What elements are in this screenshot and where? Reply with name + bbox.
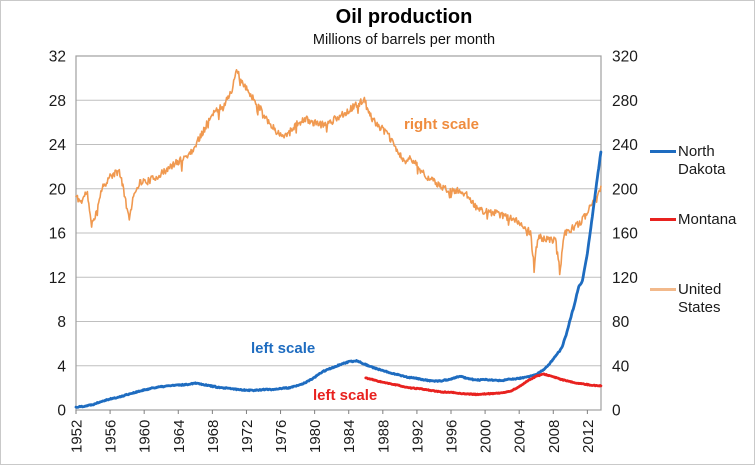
legend-item-united-states: United States [650, 281, 752, 317]
left-axis-tick-label: 32 [49, 49, 66, 66]
legend: North Dakota Montana United States [650, 1, 754, 464]
left-axis-tick-label: 4 [57, 358, 66, 375]
annotation-right-scale: right scale [404, 116, 480, 133]
series-line-montana [364, 372, 603, 397]
left-axis-tick-label: 28 [49, 93, 66, 110]
x-axis-tick-label: 1988 [375, 420, 392, 453]
x-axis-tick-label: 2008 [546, 420, 563, 453]
left-axis-tick-label: 20 [49, 181, 67, 198]
series-line-united-states [75, 69, 602, 276]
right-axis-tick-label: 80 [612, 314, 630, 331]
x-axis-tick-label: 1984 [341, 420, 358, 453]
left-axis-tick-label: 0 [57, 403, 66, 420]
right-axis-tick-label: 120 [612, 270, 638, 287]
chart-subtitle: Millions of barrels per month [312, 32, 496, 48]
legend-line-north-dakota-icon [650, 150, 676, 153]
right-axis-tick-label: 320 [612, 49, 638, 66]
annotation-left-scale-north-dakota: left scale [251, 340, 316, 357]
x-axis-tick-label: 1968 [205, 420, 222, 453]
left-axis-tick-label: 16 [49, 226, 66, 243]
x-axis-tick-label: 1972 [239, 420, 256, 453]
x-axis-tick-label: 1964 [171, 420, 188, 453]
legend-label: United States [678, 281, 722, 316]
x-axis-tick-label: 2004 [512, 420, 529, 453]
right-axis-tick-label: 40 [612, 358, 630, 375]
x-axis-tick-label: 1960 [137, 420, 154, 453]
annotation-left-scale-montana: left scale [313, 387, 378, 404]
left-axis-tick-label: 12 [49, 270, 66, 287]
x-axis-tick-label: 1996 [444, 420, 461, 453]
x-axis-tick-label: 2000 [478, 420, 495, 453]
legend-label: North Dakota [678, 143, 726, 178]
right-axis-tick-label: 280 [612, 93, 638, 110]
right-axis-tick-label: 160 [612, 226, 638, 243]
legend-line-montana-icon [650, 218, 676, 221]
legend-label: Montana [678, 211, 737, 228]
x-axis-tick-label: 2012 [580, 420, 597, 453]
right-axis-tick-label: 240 [612, 137, 638, 154]
x-axis-tick-label: 1976 [273, 420, 290, 453]
x-axis-tick-label: 1980 [307, 420, 324, 453]
right-axis-tick-label: 0 [612, 403, 621, 420]
left-axis-tick-label: 8 [57, 314, 66, 331]
legend-item-north-dakota: North Dakota [650, 143, 752, 179]
left-axis-tick-label: 24 [49, 137, 67, 154]
legend-line-united-states-icon [650, 288, 676, 291]
series-line-north-dakota [74, 150, 603, 409]
x-axis-tick-label: 1956 [103, 420, 120, 453]
x-axis-tick-label: 1992 [409, 420, 426, 453]
right-axis-tick-label: 200 [612, 181, 638, 198]
legend-item-montana: Montana [650, 211, 736, 229]
x-axis-tick-label: 1952 [69, 420, 86, 453]
plot-border [75, 55, 602, 411]
chart-title: Oil production [335, 6, 473, 28]
